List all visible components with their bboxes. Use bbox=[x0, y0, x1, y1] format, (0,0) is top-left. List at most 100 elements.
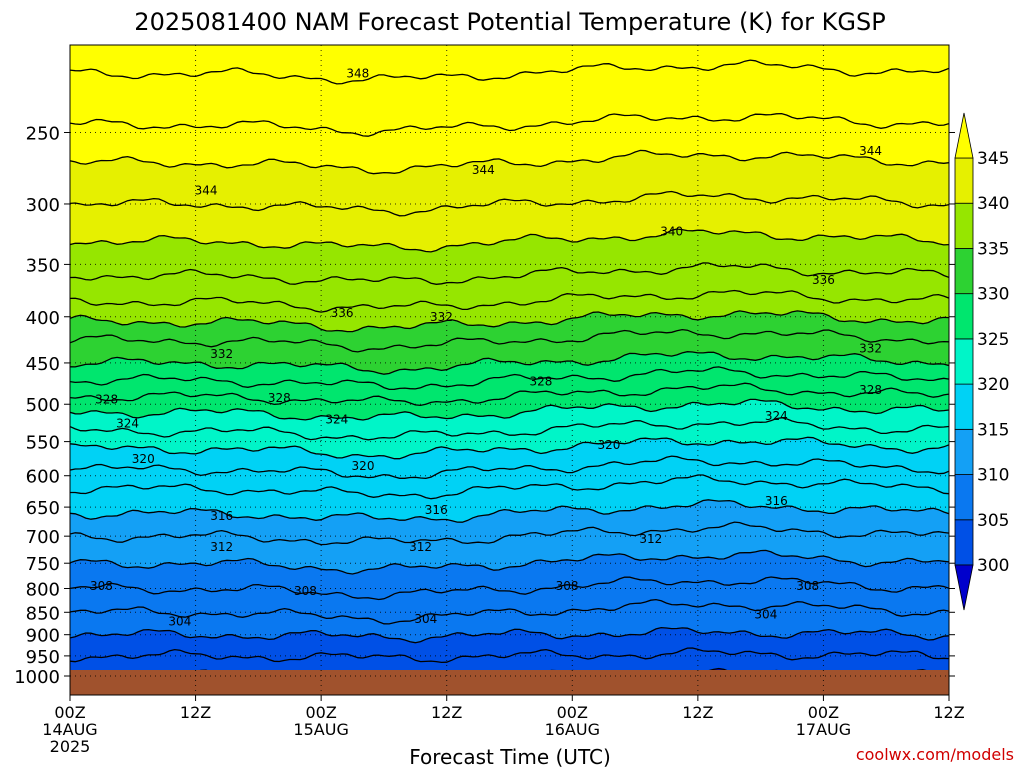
contour-label: 332 bbox=[210, 347, 233, 361]
isentrope-332 bbox=[70, 328, 949, 353]
colorbar-segment bbox=[954, 248, 974, 295]
contour-label: 336 bbox=[812, 273, 835, 287]
isentrope-324 bbox=[70, 398, 949, 421]
contour-label: 324 bbox=[116, 416, 139, 430]
isentrope-330 bbox=[70, 351, 949, 375]
isentrope-322 bbox=[70, 417, 949, 441]
contour-label: 312 bbox=[210, 540, 233, 554]
contour-label: 320 bbox=[597, 438, 620, 452]
isentrope-326 bbox=[70, 382, 949, 407]
x-tick-label: 14AUG bbox=[42, 720, 97, 739]
colorbar-segment bbox=[954, 428, 974, 475]
colorbar-segment bbox=[954, 519, 974, 566]
isentrope-304 bbox=[70, 626, 949, 644]
contour-label: 332 bbox=[859, 342, 882, 356]
isentrope-340 bbox=[70, 228, 949, 253]
isentrope-306 bbox=[70, 598, 949, 625]
contour-label: 328 bbox=[95, 393, 118, 407]
x-tick-label: 12Z bbox=[180, 703, 211, 722]
isentrope-336 bbox=[70, 289, 949, 313]
isentrope-342 bbox=[70, 190, 949, 217]
contour-label: 336 bbox=[331, 306, 354, 320]
isentrope-318 bbox=[70, 455, 949, 480]
colorbar-segment bbox=[954, 474, 974, 521]
y-tick-label: 750 bbox=[26, 554, 60, 575]
x-tick-label: 00Z bbox=[808, 703, 839, 722]
contour-label: 348 bbox=[346, 66, 369, 80]
isentrope-308 bbox=[70, 576, 949, 601]
contour-label: 308 bbox=[556, 579, 579, 593]
contour-label: 328 bbox=[859, 383, 882, 397]
isentrope-338 bbox=[70, 262, 949, 285]
contour-label: 340 bbox=[660, 225, 683, 239]
contour-label: 344 bbox=[859, 144, 882, 158]
colorbar-label: 310 bbox=[977, 466, 1009, 486]
y-tick-label: 850 bbox=[26, 603, 60, 624]
contour-label: 344 bbox=[195, 184, 218, 198]
contour-label: 312 bbox=[639, 532, 662, 546]
colorbar-label: 300 bbox=[977, 556, 1009, 576]
isentrope-310 bbox=[70, 549, 949, 575]
isentrope-328 bbox=[70, 366, 949, 391]
colorbar-extend-top bbox=[954, 112, 974, 159]
chart-title: 2025081400 NAM Forecast Potential Temper… bbox=[134, 8, 885, 36]
isentrope-344 bbox=[70, 149, 949, 175]
y-tick-label: 400 bbox=[26, 308, 60, 329]
colorbar-segment bbox=[954, 293, 974, 340]
contour-label: 324 bbox=[325, 413, 348, 427]
x-tick-label: 00Z bbox=[305, 703, 336, 722]
x-tick-label: 16AUG bbox=[545, 720, 600, 739]
colorbar-label: 340 bbox=[977, 194, 1009, 214]
contour-label: 320 bbox=[352, 459, 375, 473]
watermark-text: coolwx.com/models bbox=[855, 745, 1014, 764]
x-axis-label: Forecast Time (UTC) bbox=[409, 745, 611, 768]
contour-label: 304 bbox=[414, 612, 437, 626]
y-tick-label: 550 bbox=[26, 433, 60, 454]
y-tick-label: 950 bbox=[26, 647, 60, 668]
contour-label: 308 bbox=[294, 584, 317, 598]
y-tick-label: 500 bbox=[26, 395, 60, 416]
isentrope-320 bbox=[70, 436, 949, 460]
y-tick-label: 650 bbox=[26, 498, 60, 519]
y-tick-label: 450 bbox=[26, 354, 60, 375]
y-tick-label: 350 bbox=[26, 255, 60, 276]
contour-label: 344 bbox=[472, 163, 495, 177]
colorbar-segment bbox=[954, 202, 974, 249]
isentrope-312 bbox=[70, 521, 949, 546]
x-tick-label: 12Z bbox=[431, 703, 462, 722]
y-tick-label: 600 bbox=[26, 467, 60, 488]
contour-label: 312 bbox=[409, 540, 432, 554]
contour-label: 316 bbox=[210, 509, 233, 523]
contour-label: 316 bbox=[765, 494, 788, 508]
colorbar-label: 330 bbox=[977, 285, 1009, 305]
contour-label: 304 bbox=[168, 614, 191, 628]
contour-label: 308 bbox=[90, 579, 113, 593]
colorbar-extend-bottom bbox=[954, 564, 974, 611]
plot-frame bbox=[69, 44, 950, 696]
colorbar-label: 335 bbox=[977, 239, 1009, 259]
isentrope-334 bbox=[70, 310, 949, 333]
y-tick-label: 900 bbox=[26, 626, 60, 647]
x-tick-label: 00Z bbox=[54, 703, 85, 722]
isentrope-314 bbox=[70, 499, 949, 523]
contour-label: 332 bbox=[430, 310, 453, 324]
contour-label: 328 bbox=[268, 391, 291, 405]
contour-label: 308 bbox=[796, 579, 819, 593]
x-tick-label: 2025 bbox=[50, 737, 91, 756]
contour-label: 328 bbox=[529, 375, 552, 389]
y-tick-label: 800 bbox=[26, 580, 60, 601]
y-tick-label: 700 bbox=[26, 527, 60, 548]
contour-label: 324 bbox=[765, 409, 788, 423]
contour-label: 316 bbox=[425, 503, 448, 517]
x-tick-label: 12Z bbox=[933, 703, 964, 722]
colorbar-label: 305 bbox=[977, 511, 1009, 531]
y-tick-label: 300 bbox=[26, 195, 60, 216]
colorbar-label: 345 bbox=[977, 149, 1009, 169]
x-tick-label: 17AUG bbox=[796, 720, 851, 739]
y-tick-label: 1000 bbox=[14, 667, 60, 688]
isentrope-348 bbox=[70, 59, 949, 85]
colorbar-segment bbox=[954, 338, 974, 385]
x-tick-label: 00Z bbox=[557, 703, 588, 722]
